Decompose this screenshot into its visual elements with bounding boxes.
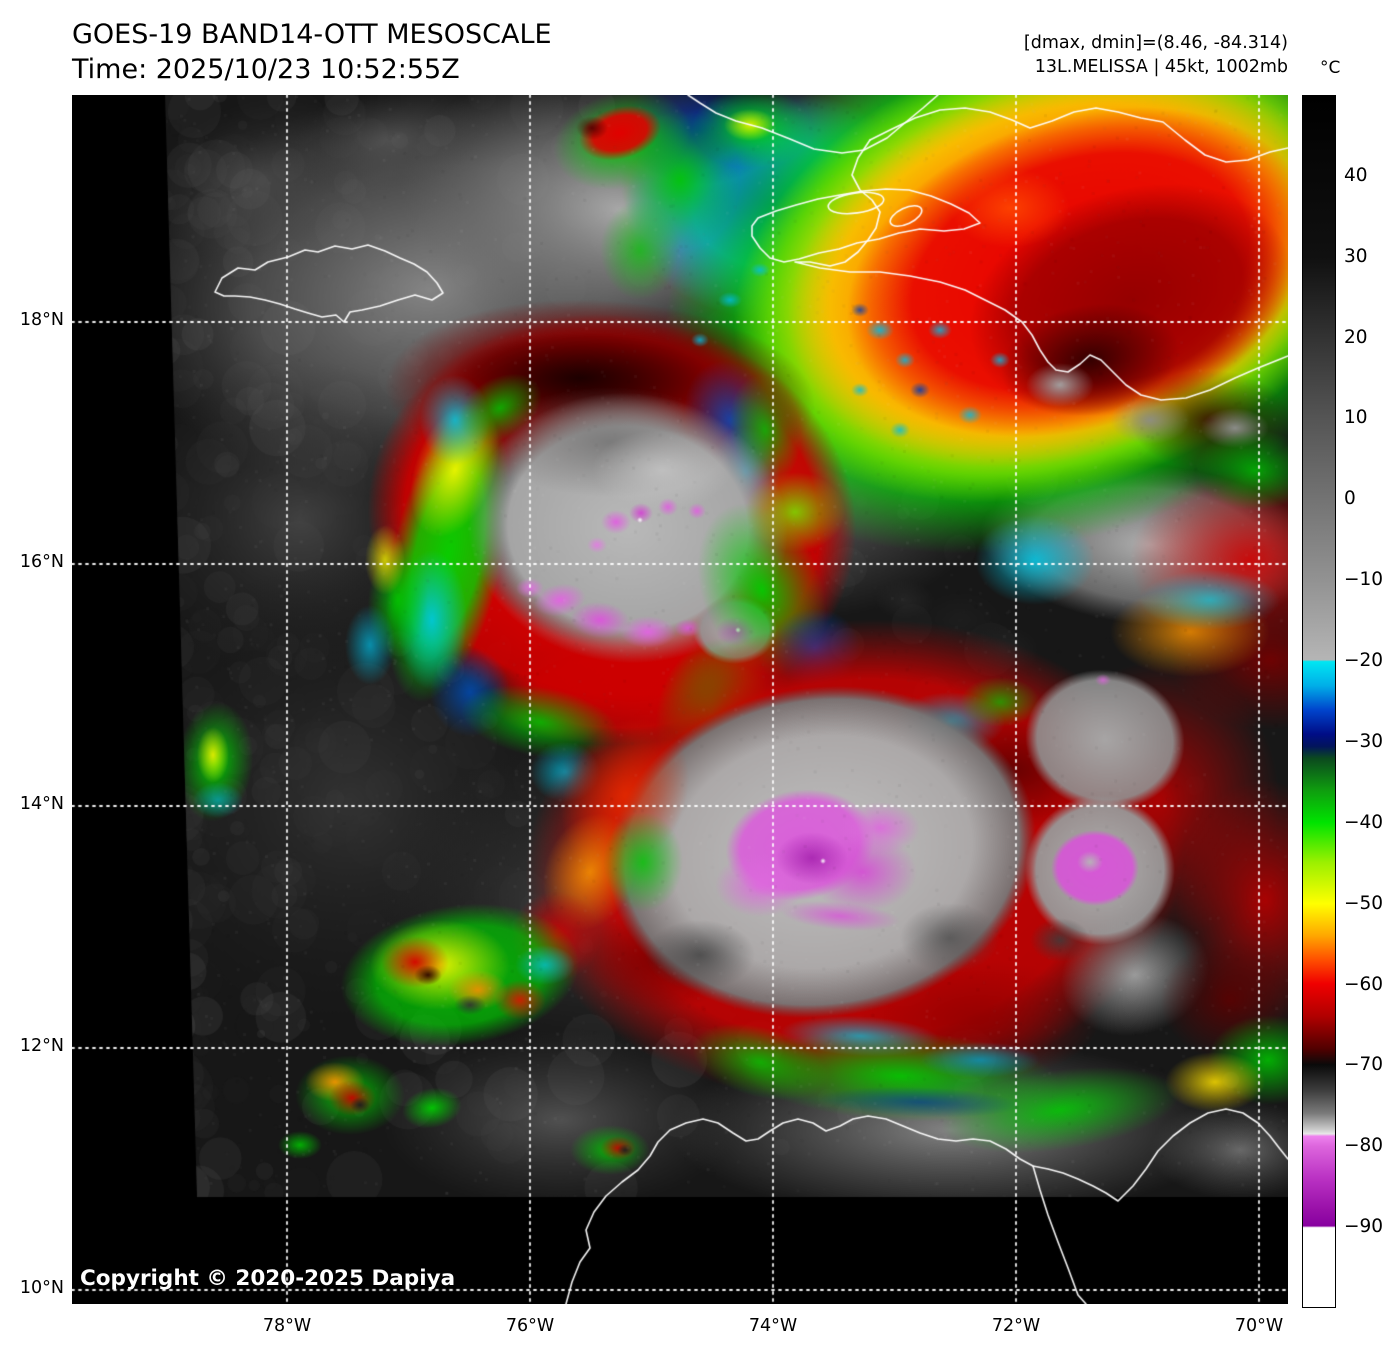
map-plot-area: Copyright © 2020-2025 Dapiya [72,95,1288,1304]
lat-tick-label: 10°N [19,1278,64,1298]
colorbar-tick: 0 [1344,488,1356,510]
colorbar-unit-label: °C [1320,58,1341,78]
temperature-colorbar [1302,95,1336,1308]
copyright-watermark: Copyright © 2020-2025 Dapiya [80,1266,456,1291]
info-block: [dmax, dmin]=(8.46, -84.314) 13L.MELISSA… [1024,32,1288,79]
lon-tick-label: 74°W [748,1316,798,1336]
lat-tick-label: 12°N [19,1036,64,1056]
dmax-dmin-readout: [dmax, dmin]=(8.46, -84.314) [1023,33,1288,53]
colorbar-tick: −50 [1344,892,1384,914]
satellite-image-canvas [72,95,1288,1304]
colorbar-tick: −20 [1344,650,1384,672]
colorbar-tick: −70 [1344,1054,1384,1076]
colorbar-tick: −30 [1344,730,1384,752]
colorbar-tick: −60 [1344,973,1384,995]
product-title: GOES-19 BAND14-OTT MESOSCALE [72,19,552,50]
colorbar-tick: −80 [1344,1135,1384,1157]
colorbar-tick: −10 [1344,569,1384,591]
colorbar-tick: 10 [1344,407,1368,429]
lon-tick-label: 76°W [505,1316,555,1336]
colorbar-tick-labels: 40 30 20 10 0 −10 −20 −30 −40 −50 −60 −70 −80 −90 [1302,95,1390,1308]
lon-tick-label: 70°W [1234,1316,1284,1336]
title-block: GOES-19 BAND14-OTT MESOSCALE Time: 2025/… [72,18,552,87]
lat-tick-label: 14°N [19,794,64,814]
lon-tick-label: 78°W [262,1316,312,1336]
lat-tick-label: 16°N [19,552,64,572]
colorbar-tick: −40 [1344,811,1384,833]
storm-status: 13L.MELISSA | 45kt, 1002mb [1034,56,1288,77]
timestamp: Time: 2025/10/23 10:52:55Z [72,53,460,85]
lat-tick-label: 18°N [19,310,64,330]
colorbar-tick: 20 [1344,326,1368,348]
colorbar-tick: 30 [1344,245,1368,267]
colorbar-tick: 40 [1344,164,1368,186]
colorbar-tick: −90 [1344,1216,1384,1238]
lon-tick-label: 72°W [991,1316,1041,1336]
